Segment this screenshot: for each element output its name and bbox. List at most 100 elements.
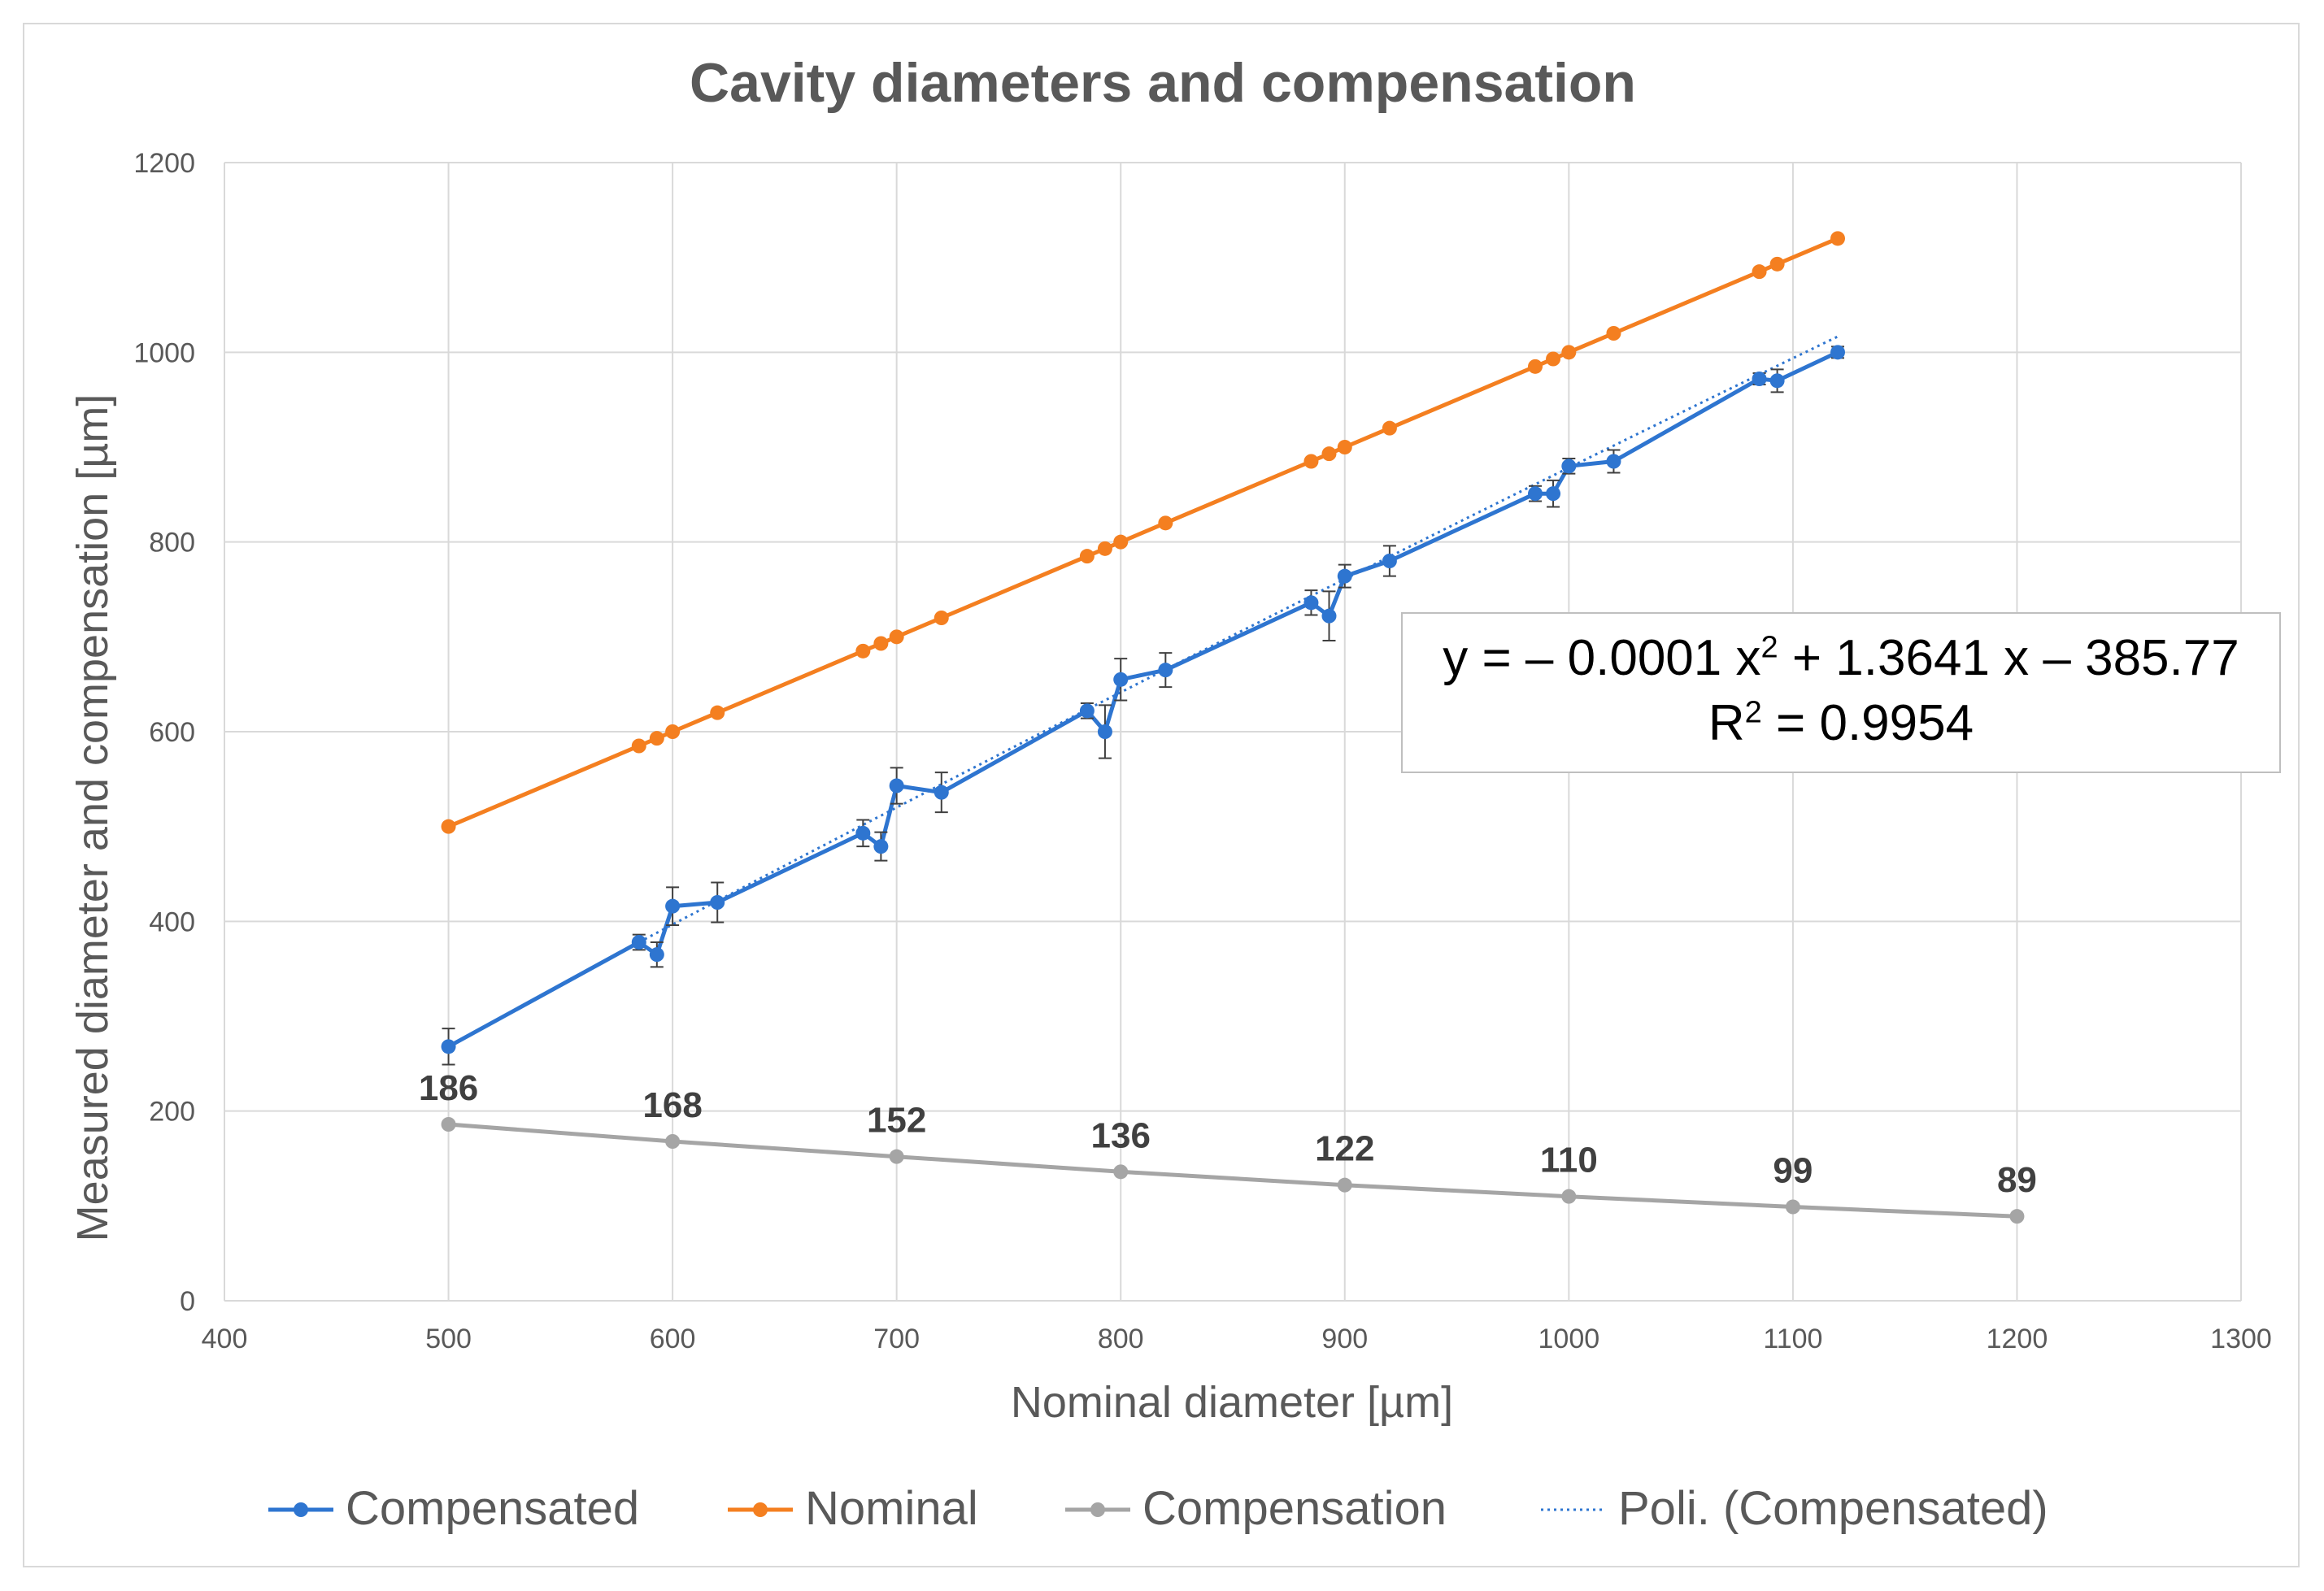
point-compensated [1752, 372, 1767, 386]
point-compensated [873, 839, 889, 854]
x-tick-label: 1200 [1987, 1324, 2048, 1354]
point-compensated [1546, 486, 1561, 502]
point-compensated [855, 825, 871, 841]
point-compensated [649, 947, 664, 963]
point-compensated [889, 778, 904, 793]
point-compensation [441, 1117, 456, 1132]
series-layer [441, 231, 2025, 1224]
y-tick-label: 0 [180, 1286, 195, 1317]
point-nominal [1830, 231, 1845, 246]
point-compensated [1079, 703, 1095, 719]
point-nominal [1321, 446, 1337, 462]
legend-marker-compensation [1090, 1502, 1105, 1517]
series-line-compensation [448, 1122, 2017, 1219]
series-line-poly-trend [638, 335, 1839, 944]
y-tick-label: 600 [149, 717, 195, 748]
chart-frame [23, 23, 2300, 1567]
point-compensated [1528, 486, 1543, 502]
point-nominal [873, 636, 889, 651]
point-compensation [1561, 1189, 1577, 1204]
y-tick-label: 1200 [133, 148, 195, 179]
point-nominal [1337, 440, 1352, 454]
x-tick-label: 1000 [1538, 1324, 1600, 1354]
point-nominal [710, 705, 725, 720]
chart-title: Cavity diameters and compensation [690, 52, 1636, 114]
legend-label-nominal: Nominal [805, 1482, 978, 1535]
point-compensation [1785, 1199, 1800, 1215]
point-nominal [1113, 534, 1129, 550]
data-labels: 186 168 152 136 122 110 99 89 [419, 1068, 2037, 1200]
point-nominal [1528, 359, 1543, 374]
legend-item-compensation[interactable]: Compensation [1065, 1482, 1447, 1535]
point-compensated [665, 898, 681, 914]
point-compensated [1561, 459, 1577, 474]
point-compensated [1113, 672, 1129, 687]
point-nominal [1561, 345, 1577, 360]
series-line-compensated [447, 350, 1839, 1049]
y-tick-label: 400 [149, 906, 195, 937]
data-label-compensation: 89 [1997, 1160, 2037, 1200]
data-label-compensation: 110 [1540, 1141, 1598, 1180]
x-tick-label: 1300 [2210, 1324, 2272, 1354]
legend-marker-nominal [753, 1502, 768, 1517]
point-compensated [1382, 554, 1397, 568]
x-tick-label: 900 [1321, 1324, 1368, 1354]
point-compensated [1830, 345, 1845, 360]
point-compensated [1097, 724, 1112, 739]
point-compensated [1769, 373, 1785, 389]
point-nominal [1079, 549, 1095, 564]
trendline-r-squared: R2 = 0.9954 [1708, 695, 1974, 751]
x-axis-label: Nominal diameter [µm] [1011, 1378, 1453, 1427]
data-label-compensation: 168 [642, 1085, 702, 1125]
y-tick-label: 1000 [133, 337, 195, 368]
point-nominal [1158, 515, 1173, 531]
point-compensated [710, 895, 725, 910]
x-tick-label: 1100 [1763, 1324, 1822, 1354]
point-nominal [1546, 351, 1561, 367]
point-nominal [1303, 454, 1319, 469]
point-compensation [1113, 1164, 1129, 1180]
data-label-compensation: 99 [1773, 1151, 1813, 1191]
legend-label-poly-trend: Poli. (Compensated) [1618, 1482, 2048, 1535]
x-tick-label: 400 [202, 1324, 248, 1354]
data-label-compensation: 136 [1091, 1115, 1151, 1155]
point-compensated [934, 785, 949, 800]
trendline-equation: y = – 0.0001 x2 + 1.3641 x – 385.77 [1443, 630, 2239, 686]
point-nominal [1606, 326, 1621, 341]
legend-marker-compensated [294, 1502, 308, 1517]
point-compensation [1337, 1177, 1352, 1193]
point-nominal [889, 629, 904, 645]
point-nominal [631, 738, 646, 754]
y-tick-label: 800 [149, 528, 195, 559]
point-nominal [649, 731, 664, 746]
trendline-equation-box: y = – 0.0001 x2 + 1.3641 x – 385.77 R2 =… [1401, 612, 2281, 773]
y-axis-label: Measured diameter and compensation [µm] [68, 394, 117, 1242]
point-nominal [855, 643, 871, 659]
point-compensated [631, 935, 646, 950]
legend: Compensated Nominal Compensation Poli. (… [268, 1482, 2048, 1535]
series-line-nominal [447, 236, 1839, 829]
legend-item-nominal[interactable]: Nominal [728, 1482, 978, 1535]
x-tick-label: 700 [873, 1324, 920, 1354]
legend-item-poly-trend[interactable]: Poli. (Compensated) [1541, 1482, 2048, 1535]
point-nominal [665, 724, 681, 739]
data-label-compensation: 152 [867, 1101, 926, 1141]
point-nominal [1752, 264, 1767, 280]
point-nominal [1769, 256, 1785, 272]
point-compensated [1158, 663, 1173, 678]
x-tick-label: 800 [1098, 1324, 1144, 1354]
point-compensated [1321, 608, 1337, 624]
point-compensation [2009, 1209, 2025, 1224]
data-label-compensation: 122 [1315, 1129, 1374, 1169]
point-compensation [665, 1134, 681, 1149]
point-compensated [1303, 595, 1319, 611]
point-compensated [1606, 454, 1621, 469]
point-compensated [441, 1039, 456, 1054]
point-nominal [441, 819, 456, 834]
point-nominal [1097, 541, 1112, 556]
x-tick-label: 600 [650, 1324, 696, 1354]
legend-item-compensated[interactable]: Compensated [268, 1482, 639, 1535]
point-compensated [1337, 568, 1352, 584]
y-tick-label: 200 [149, 1097, 195, 1128]
legend-label-compensation: Compensation [1142, 1482, 1447, 1535]
